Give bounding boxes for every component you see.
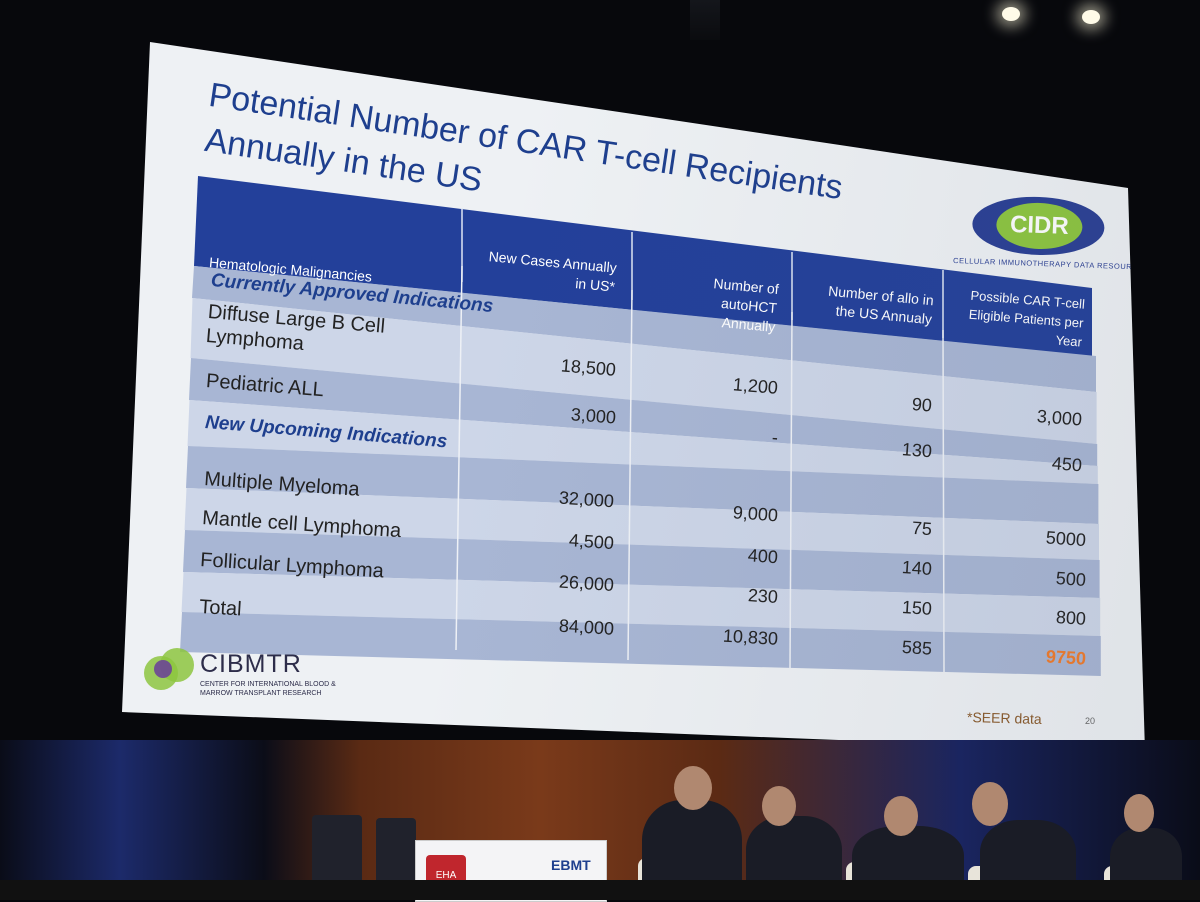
panelist-head <box>972 782 1008 826</box>
slide-footnote: *SEER data <box>966 709 1042 727</box>
empty-chair <box>312 815 362 885</box>
stage-light <box>1002 7 1020 21</box>
panelist-head <box>884 796 918 836</box>
cibmtr-logo: CIBMTR CENTER FOR INTERNATIONAL BLOOD & … <box>140 646 360 712</box>
panelist-head <box>762 786 796 826</box>
ceiling-truss <box>690 0 720 40</box>
cibmtr-logo-text: CIBMTR <box>200 650 302 678</box>
cibmtr-logo-circle <box>154 660 172 678</box>
row-name-total: Total <box>198 596 243 621</box>
panelist-head <box>1124 794 1154 832</box>
table-row-band <box>181 572 1101 636</box>
slide-number: 20 <box>1085 716 1096 726</box>
table-row-band <box>187 400 1098 484</box>
cibmtr-logo-subtitle: CENTER FOR INTERNATIONAL BLOOD & MARROW … <box>200 681 336 697</box>
ebmt-logo: EBMT <box>551 857 591 873</box>
table-column-divider <box>455 265 463 651</box>
empty-chair <box>376 818 416 884</box>
stage-floor <box>0 880 1200 900</box>
table-row-band <box>189 358 1098 466</box>
table-row-band <box>180 612 1101 676</box>
table-row-band <box>192 266 1096 392</box>
table-header-band <box>194 176 1092 356</box>
table-row-band <box>190 298 1097 444</box>
table-header-autohct: Number of autoHCT Annually <box>712 275 780 335</box>
table-row-band <box>183 530 1100 598</box>
table-column-divider <box>942 329 945 673</box>
table-row-band <box>184 488 1099 560</box>
table-header-car-t: Possible CAR T-cell Eligible Patients pe… <box>968 287 1086 350</box>
table-row-band <box>186 446 1099 524</box>
table-column-divider <box>627 289 633 661</box>
panelist-head <box>674 766 712 810</box>
stage-light <box>1082 10 1100 24</box>
table-column-divider <box>789 311 793 669</box>
